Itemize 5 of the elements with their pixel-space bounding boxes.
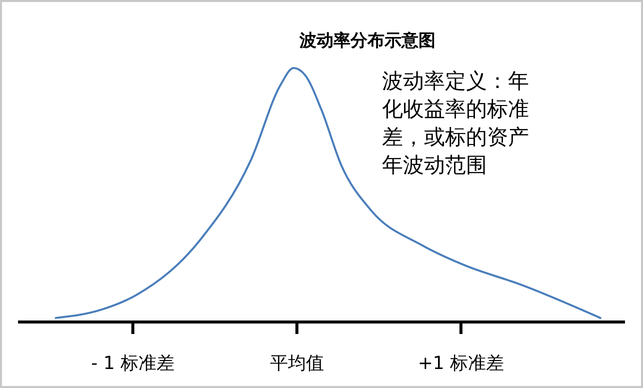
chart-title: 波动率分布示意图: [298, 31, 436, 51]
x-tick-label: +1 标准差: [418, 352, 504, 374]
x-tick-label: 平均值: [270, 352, 324, 374]
annotation: 波动率定义：年化收益率的标准差，或标的资产年波动范围: [382, 69, 529, 177]
x-tick-label: - 1 标准差: [91, 352, 175, 374]
